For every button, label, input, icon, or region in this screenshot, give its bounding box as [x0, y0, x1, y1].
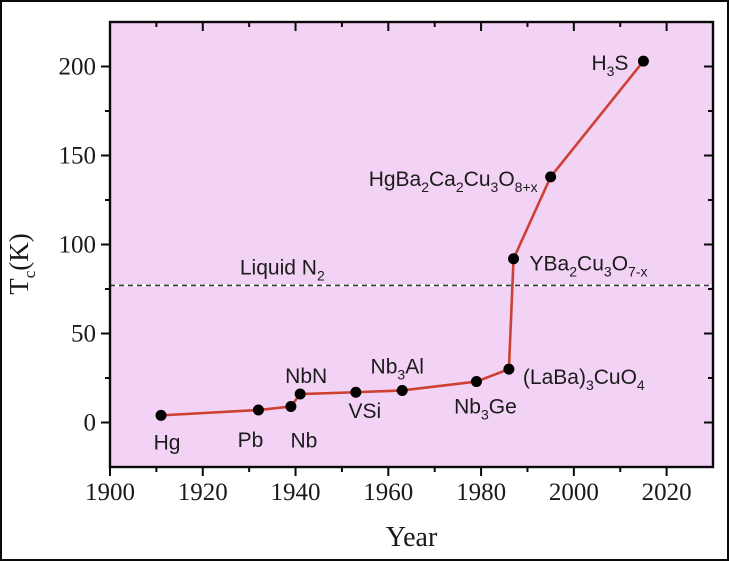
data-point-hg [155, 409, 167, 421]
y-axis-tick-label-50: 50 [71, 321, 96, 348]
data-point-nbn [294, 388, 306, 400]
y-axis-tick-label-150: 150 [59, 143, 97, 170]
x-axis-title: Year [386, 522, 438, 553]
y-axis-tick-label-100: 100 [59, 232, 97, 259]
x-axis-tick-label-2000: 2000 [549, 479, 599, 506]
y-axis-tick-label-0: 0 [84, 410, 97, 437]
x-axis-tick-label-1960: 1960 [363, 479, 413, 506]
data-point-nb3al [396, 384, 408, 396]
data-point-label-yba2cu3o7-x: YBa2Cu3O7-x [530, 253, 648, 280]
data-point-label-nb3ge: Nb3Ge [454, 396, 517, 423]
y-axis-title: Tc(K) [4, 233, 39, 295]
plot-frame [108, 20, 715, 469]
y-axis-tick-label-200: 200 [59, 54, 97, 81]
liquid-n2-label: Liquid N2 [240, 256, 325, 283]
data-point-hgba2ca2cu3o8-x [545, 171, 557, 183]
data-point-label-nbn: NbN [285, 365, 327, 388]
data-point-nb3ge [470, 376, 482, 388]
data-point-laba-3cuo4 [503, 363, 515, 375]
data-point-label-pb: Pb [238, 429, 264, 452]
data-point-label-laba-3cuo4: (LaBa)3CuO4 [523, 366, 645, 393]
x-axis-tick-label-1940: 1940 [271, 479, 321, 506]
plot-area [110, 22, 713, 467]
x-axis-tick-label-1900: 1900 [85, 479, 135, 506]
data-point-vsi [350, 386, 362, 398]
data-point-h3s [637, 55, 649, 67]
data-point-label-vsi: VSi [348, 400, 381, 423]
data-point-yba2cu3o7-x [508, 253, 520, 265]
data-point-label-nb: Nb [290, 429, 317, 452]
x-axis-tick-label-2020: 2020 [642, 479, 692, 506]
x-axis-tick-label-1980: 1980 [456, 479, 506, 506]
data-point-nb [285, 400, 297, 412]
data-point-label-hgba2ca2cu3o8-x: HgBa2Ca2Cu3O8+x [369, 168, 538, 195]
x-axis-tick-label-1920: 1920 [178, 479, 228, 506]
data-point-label-nb3al: Nb3Al [371, 355, 424, 382]
data-point-label-hg: Hg [154, 431, 181, 454]
data-point-pb [252, 404, 264, 416]
data-point-label-h3s: H3S [591, 52, 628, 79]
